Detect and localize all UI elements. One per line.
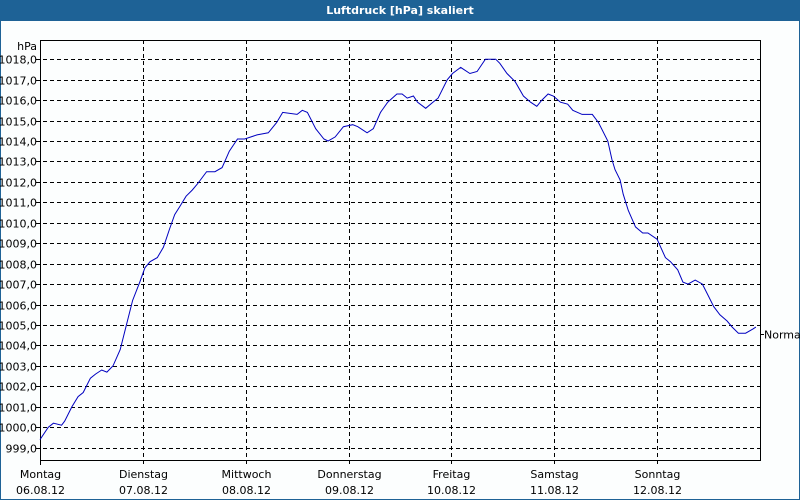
y-tick-label: 1014,0 bbox=[0, 136, 37, 149]
x-tick-day-label: Dienstag bbox=[119, 468, 168, 481]
normal-reference-marker: Normal bbox=[760, 329, 800, 342]
x-axis-tick-labels: Montag 06.08.12 Dienstag 07.08.12 Mittwoch 08… bbox=[16, 468, 682, 497]
y-tick-label: 1011,0 bbox=[0, 197, 37, 210]
x-tick-date-label: 07.08.12 bbox=[119, 484, 168, 497]
x-tick-day-label: Montag bbox=[20, 468, 61, 481]
y-tick-label: 1009,0 bbox=[0, 238, 37, 251]
y-tick-label: 1005,0 bbox=[0, 320, 37, 333]
y-axis-tick-labels: 999,0 1000,0 1001,0 1002,0 1003,0 1004,0 1005,… bbox=[0, 54, 37, 456]
chart-title: Luftdruck [hPa] skaliert bbox=[1, 1, 799, 21]
y-tick-label: 1006,0 bbox=[0, 300, 37, 313]
y-tick-label: 999,0 bbox=[6, 443, 38, 456]
x-tick-date-label: 09.08.12 bbox=[325, 484, 374, 497]
y-tick-label: 1018,0 bbox=[0, 54, 37, 67]
x-tick-date-label: 11.08.12 bbox=[530, 484, 579, 497]
y-tick-label: 1003,0 bbox=[0, 361, 37, 374]
y-tick-label: 1016,0 bbox=[0, 95, 37, 108]
x-tick-date-label: 12.08.12 bbox=[633, 484, 682, 497]
y-tick-label: 1012,0 bbox=[0, 177, 37, 190]
y-tick-label: 1010,0 bbox=[0, 218, 37, 231]
y-tick-label: 1017,0 bbox=[0, 75, 37, 88]
y-axis-unit-label: hPa bbox=[17, 40, 37, 53]
y-tick-label: 1013,0 bbox=[0, 156, 37, 169]
x-tick-day-label: Mittwoch bbox=[222, 468, 272, 481]
x-tick-day-label: Freitag bbox=[433, 468, 471, 481]
x-tick-date-label: 10.08.12 bbox=[427, 484, 476, 497]
x-tick-day-label: Donnerstag bbox=[317, 468, 381, 481]
plot-frame bbox=[40, 40, 761, 461]
y-tick-label: 1008,0 bbox=[0, 259, 37, 272]
pressure-series-line bbox=[39, 58, 757, 440]
grid-lines bbox=[36, 40, 760, 465]
x-tick-day-label: Sonntag bbox=[635, 468, 681, 481]
y-tick-label: 1015,0 bbox=[0, 116, 37, 129]
x-tick-date-label: 06.08.12 bbox=[16, 484, 65, 497]
y-tick-label: 1002,0 bbox=[0, 381, 37, 394]
y-tick-label: 1000,0 bbox=[0, 422, 37, 435]
normal-label: Normal bbox=[764, 329, 800, 342]
x-tick-day-label: Samstag bbox=[530, 468, 578, 481]
y-tick-label: 1001,0 bbox=[0, 402, 37, 415]
y-tick-label: 1004,0 bbox=[0, 340, 37, 353]
y-tick-label: 1007,0 bbox=[0, 279, 37, 292]
x-tick-date-label: 08.08.12 bbox=[222, 484, 271, 497]
